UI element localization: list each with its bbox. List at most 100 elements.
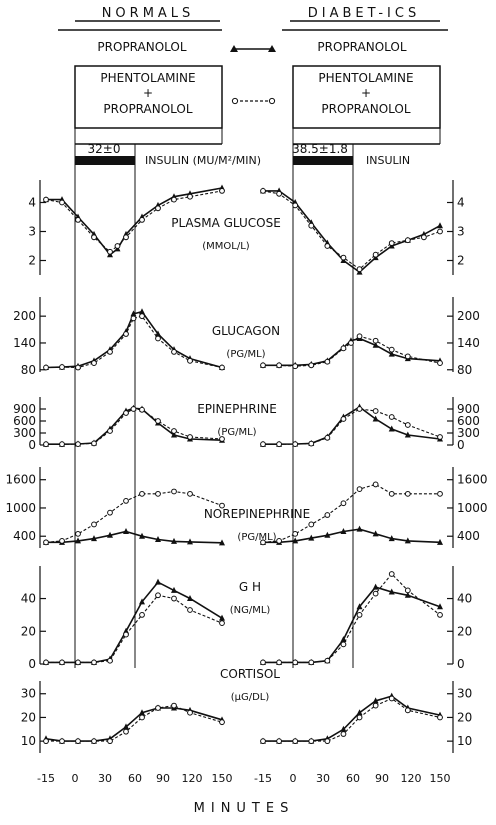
- normals-epinephrine-phentolamine-point-3: [91, 440, 97, 447]
- diabetics-phentolamine-box: [292, 65, 441, 129]
- xtick-diabetics-m15: -15: [254, 772, 272, 785]
- diabetics-cortisol-ytick-label-30: 30: [457, 687, 472, 701]
- diabetics-plasma-glucose-ytick-label-4: 4: [457, 196, 465, 210]
- diabetics-g-h-phentolamine-point-1: [276, 659, 282, 666]
- plot-layer: 2342348014020080140200030060090003006009…: [5, 180, 488, 753]
- diabetics-epinephrine-phentolamine-point-3: [308, 440, 315, 447]
- diabetics-glucagon-phentolamine-point-9: [388, 346, 395, 353]
- diabetics-glucagon-propranolol-point-9: [388, 350, 395, 357]
- diabetics-norepinephrine-phentolamine-point-8: [388, 490, 395, 497]
- glucagon-title: GLUCAGON: [212, 324, 280, 338]
- normals-cortisol-ytick-label-30: 30: [21, 687, 36, 701]
- norepinephrine-title: NOREPINEPHRINE: [204, 507, 310, 521]
- diabetics-plasma-glucose-propranolol-point-11: [437, 222, 443, 229]
- normals-g-h-phentolamine-point-2: [75, 659, 81, 666]
- epinephrine-title: EPINEPHRINE: [197, 402, 277, 416]
- diabetics-cortisol-phentolamine-point-8: [388, 695, 395, 702]
- normals-cortisol-phentolamine-point-8: [171, 702, 177, 709]
- xtick-normals-60: 60: [128, 772, 142, 785]
- diabetics-cortisol-phentolamine-point-0: [260, 738, 266, 745]
- normals-epinephrine-phentolamine-point-5: [123, 410, 129, 416]
- legend-propranolol: [230, 45, 276, 52]
- diabetics-plasma-glucose-propranolol-line: [263, 190, 441, 274]
- normals-insulin-bar: [75, 156, 135, 165]
- epinephrine-unit: (PG/ML): [217, 427, 256, 438]
- normals-epinephrine-ytick-label-0: 0: [28, 438, 36, 452]
- diabetics-glucagon-phentolamine-point-2: [292, 363, 299, 370]
- normals-cortisol-propranolol-point-5: [123, 723, 129, 730]
- diabetics-norepinephrine-phentolamine-point-10: [437, 490, 443, 497]
- norepinephrine-unit: (PG/ML): [237, 532, 276, 543]
- normals-plasma-glucose-phentolamine-point-8: [155, 205, 161, 212]
- normals-glucagon-phentolamine-point-9: [171, 349, 177, 355]
- diabetics-propranolol-label: PROPRANOLOL: [317, 40, 406, 54]
- normals-epinephrine-phentolamine-point-11: [219, 436, 225, 442]
- diabetics-g-h-propranolol-point-7: [372, 583, 379, 590]
- normals-glucagon-phentolamine-point-2: [75, 364, 81, 371]
- diabetics-g-h-propranolol-point-10: [437, 603, 443, 610]
- normals-norepinephrine-phentolamine-point-10: [219, 502, 225, 509]
- diabetics-propranolol-box-label: PROPRANOLOL: [321, 102, 410, 116]
- normals-phentolamine-label: PHENTOLAMINE: [100, 71, 195, 85]
- normals-g-h-phentolamine-point-0: [43, 659, 49, 666]
- normals-epinephrine-phentolamine-point-0: [43, 441, 49, 448]
- normals-norepinephrine-phentolamine-point-2: [75, 530, 81, 537]
- diabetics-g-h-phentolamine-point-3: [308, 659, 315, 666]
- diabetics-norepinephrine-phentolamine-point-4: [324, 512, 331, 518]
- diabetics-epinephrine-phentolamine-line: [263, 408, 441, 445]
- normals-g-h-phentolamine-point-5: [123, 631, 129, 638]
- gh-title: G H: [239, 580, 261, 594]
- diabetics-norepinephrine-propranolol-point-9: [404, 537, 411, 544]
- normals-cortisol-phentolamine-point-3: [91, 738, 97, 745]
- cortisol-title: CORTISOL: [220, 667, 280, 681]
- xtick-diabetics-120: 120: [401, 772, 422, 785]
- normals-epinephrine-phentolamine-point-8: [155, 418, 161, 424]
- diabetics-epinephrine-propranolol-point-9: [404, 431, 411, 438]
- normals-glucagon-phentolamine-line: [45, 315, 223, 369]
- normals-plasma-glucose-phentolamine-point-9: [171, 196, 177, 203]
- normals-norepinephrine-propranolol-point-5: [123, 528, 129, 535]
- diabetics-cortisol-propranolol-point-6: [356, 709, 363, 716]
- normals-g-h-propranolol-line: [46, 581, 223, 664]
- diabetics-g-h-ytick-label-20: 20: [457, 624, 472, 638]
- normals-glucagon-propranolol-point-6: [130, 310, 137, 317]
- normals-epinephrine-phentolamine-point-6: [130, 406, 137, 412]
- diabetics-plasma-glucose-phentolamine-point-6: [356, 266, 363, 273]
- normals-plasma-glucose-ytick-label-4: 4: [28, 196, 36, 210]
- normals-cortisol-phentolamine-line: [46, 705, 223, 742]
- diabetics-g-h-propranolol-point-5: [340, 635, 347, 642]
- normals-g-h-phentolamine-point-7: [155, 592, 161, 599]
- diabetics-norepinephrine-phentolamine-point-5: [340, 500, 347, 507]
- diabetics-glucagon-ytick-label-80: 80: [457, 363, 472, 377]
- diabetics-plasma-glucose-phentolamine-point-11: [437, 228, 443, 235]
- normals-glucagon-ytick-label-80: 80: [21, 363, 36, 377]
- diabetics-cortisol-phentolamine-point-2: [292, 738, 299, 745]
- diabetics-glucagon-phentolamine-point-0: [260, 362, 266, 369]
- normals-g-h-phentolamine-point-3: [91, 659, 97, 666]
- diabetics-norepinephrine-phentolamine-point-7: [372, 481, 379, 488]
- normals-norepinephrine-propranolol-point-10: [219, 539, 225, 546]
- normals-epinephrine-phentolamine-point-9: [171, 428, 177, 434]
- diabetics-epinephrine-phentolamine-point-7: [372, 408, 379, 414]
- xtick-normals-0: 0: [72, 772, 79, 785]
- diabetics-norepinephrine-propranolol-point-2: [292, 537, 299, 544]
- diabetics-cortisol-phentolamine-point-5: [340, 731, 347, 737]
- diabetics-epinephrine-ytick-label-300: 300: [457, 426, 480, 440]
- normals-norepinephrine-propranolol-point-3: [91, 535, 97, 542]
- normals-glucagon-phentolamine-point-6: [130, 315, 137, 322]
- normals-cortisol-phentolamine-point-7: [155, 705, 161, 711]
- normals-g-h-phentolamine-point-6: [139, 612, 145, 618]
- normals-plasma-glucose-ytick-label-2: 2: [28, 254, 36, 268]
- diabetics-g-h-phentolamine-point-4: [324, 657, 331, 664]
- diabetics-norepinephrine-propranolol-point-3: [308, 534, 315, 541]
- diabetics-plasma-glucose-phentolamine-point-10: [421, 234, 427, 241]
- normals-glucagon-ytick-label-200: 200: [13, 309, 36, 323]
- diabetics-plasma-glucose-phentolamine-point-1: [276, 190, 282, 197]
- glucose-unit: (MMOL/L): [202, 241, 250, 252]
- diabetics-g-h-phentolamine-line: [263, 573, 441, 663]
- normals-g-h-propranolol-point-10: [219, 614, 225, 621]
- diabetics-epinephrine-ytick-label-900: 900: [457, 402, 480, 416]
- diabetics-plasma-glucose-phentolamine-point-2: [292, 202, 299, 209]
- normals-glucagon-propranolol-point-8: [155, 330, 161, 337]
- normals-epinephrine-phentolamine-point-7: [139, 406, 145, 413]
